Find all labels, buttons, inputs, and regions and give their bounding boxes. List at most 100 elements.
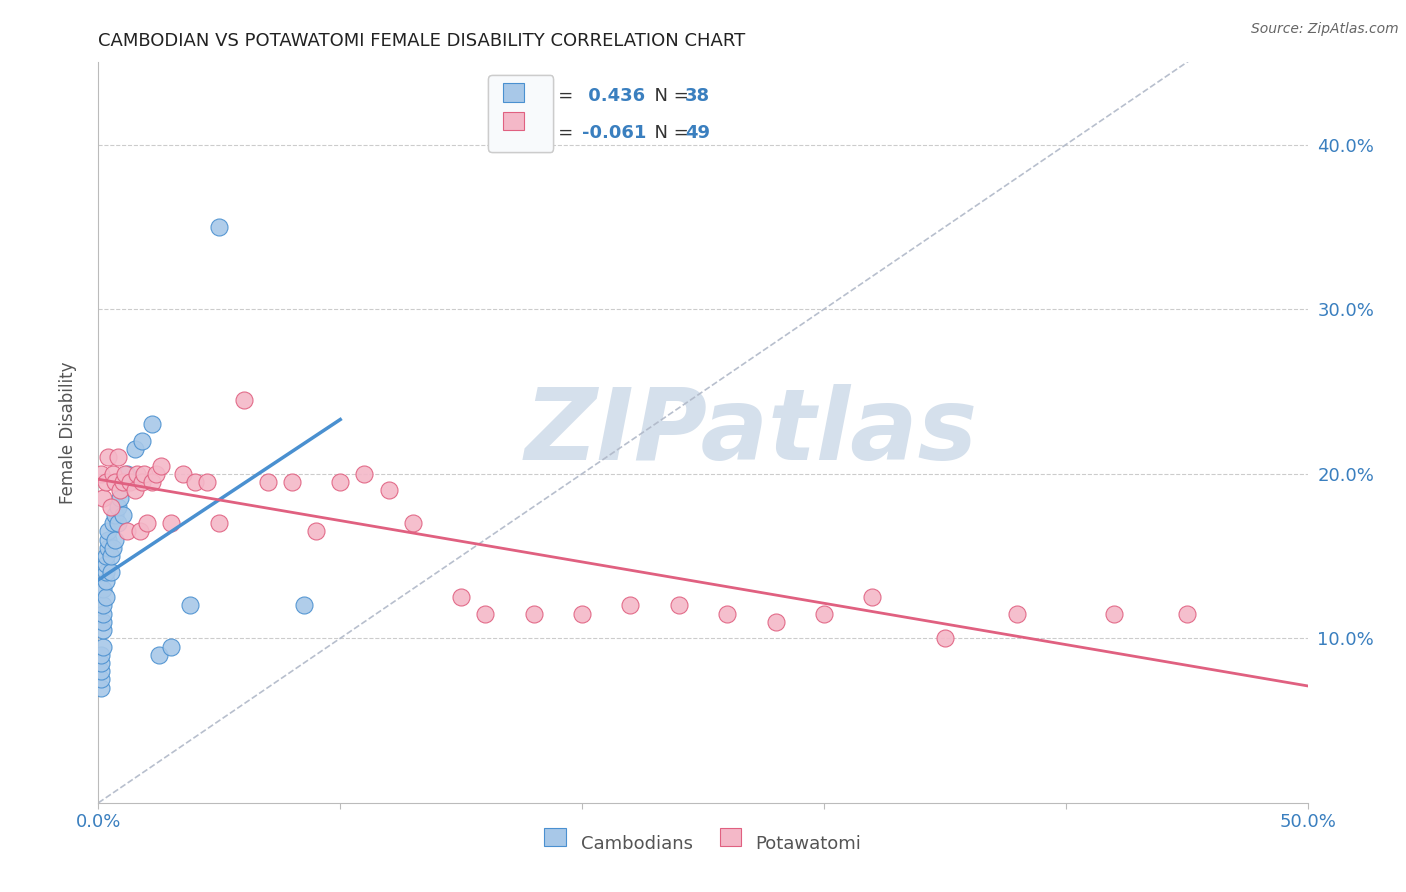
Point [141, 417, 163, 432]
Point [90, 648, 112, 662]
Point [107, 516, 129, 530]
Point [91, 599, 114, 613]
Point [619, 599, 641, 613]
Point [117, 524, 139, 539]
Point [107, 500, 129, 514]
Text: N =: N = [643, 124, 695, 142]
Point [377, 483, 399, 498]
Point [1007, 607, 1029, 621]
Point [131, 475, 153, 489]
Point [124, 483, 146, 498]
Text: R =: R = [540, 124, 579, 142]
Point [97, 533, 120, 547]
Point [571, 607, 593, 621]
Point [402, 516, 425, 530]
Point [90, 681, 112, 695]
Text: N =: N = [643, 87, 695, 104]
Point [127, 467, 149, 481]
Point [141, 475, 163, 489]
Point [100, 500, 122, 514]
Point [160, 640, 183, 654]
Point [104, 533, 127, 547]
Point [208, 516, 231, 530]
Point [108, 483, 131, 498]
Point [150, 458, 173, 473]
Point [90, 656, 112, 670]
Point [101, 467, 124, 481]
Point [716, 607, 738, 621]
Point [91, 615, 114, 629]
Point [232, 392, 254, 407]
Point [100, 566, 122, 580]
Point [107, 450, 129, 465]
Point [94, 549, 117, 563]
Point [124, 442, 146, 456]
Point [934, 632, 956, 646]
Point [100, 549, 122, 563]
Text: -0.061: -0.061 [582, 124, 647, 142]
Point [329, 475, 352, 489]
Point [97, 524, 120, 539]
Point [172, 467, 194, 481]
Point [1175, 607, 1198, 621]
Point [97, 541, 120, 555]
Point [101, 516, 124, 530]
Point [860, 590, 883, 604]
Point [1102, 607, 1125, 621]
Point [134, 467, 156, 481]
Point [668, 599, 690, 613]
Point [91, 623, 114, 637]
Point [90, 467, 112, 481]
Point [94, 558, 117, 572]
Point [94, 574, 117, 588]
Point [305, 524, 328, 539]
Point [114, 467, 136, 481]
Point [104, 475, 127, 489]
Point [148, 648, 170, 662]
Text: Source: ZipAtlas.com: Source: ZipAtlas.com [1251, 22, 1399, 37]
Point [292, 599, 315, 613]
Point [184, 475, 207, 489]
Text: R =: R = [540, 87, 579, 104]
Legend: Cambodians, Potawatomi: Cambodians, Potawatomi [537, 827, 869, 861]
Point [91, 640, 114, 654]
Text: 0.436: 0.436 [582, 87, 645, 104]
Point [160, 516, 183, 530]
Point [91, 491, 114, 506]
Point [523, 607, 546, 621]
Point [97, 450, 120, 465]
Point [111, 508, 134, 522]
Point [111, 475, 134, 489]
Point [118, 475, 141, 489]
Point [256, 475, 278, 489]
Y-axis label: Female Disability: Female Disability [59, 361, 77, 504]
Point [101, 541, 124, 555]
Point [94, 475, 117, 489]
Point [145, 467, 167, 481]
Text: 49: 49 [685, 124, 710, 142]
Point [128, 524, 150, 539]
Point [765, 615, 787, 629]
Point [281, 475, 304, 489]
Point [90, 664, 112, 678]
Point [94, 590, 117, 604]
Point [91, 607, 114, 621]
Point [195, 475, 218, 489]
Point [90, 673, 112, 687]
Text: ZIPatlas: ZIPatlas [524, 384, 979, 481]
Point [104, 508, 127, 522]
Text: 38: 38 [685, 87, 710, 104]
Point [131, 434, 153, 448]
Point [179, 599, 201, 613]
Point [450, 590, 472, 604]
Point [91, 582, 114, 596]
Point [353, 467, 375, 481]
Point [135, 516, 157, 530]
Point [94, 566, 117, 580]
Point [474, 607, 496, 621]
Point [813, 607, 835, 621]
Point [108, 491, 131, 506]
Text: CAMBODIAN VS POTAWATOMI FEMALE DISABILITY CORRELATION CHART: CAMBODIAN VS POTAWATOMI FEMALE DISABILIT… [98, 32, 745, 50]
Point [117, 467, 139, 481]
Point [208, 219, 231, 234]
